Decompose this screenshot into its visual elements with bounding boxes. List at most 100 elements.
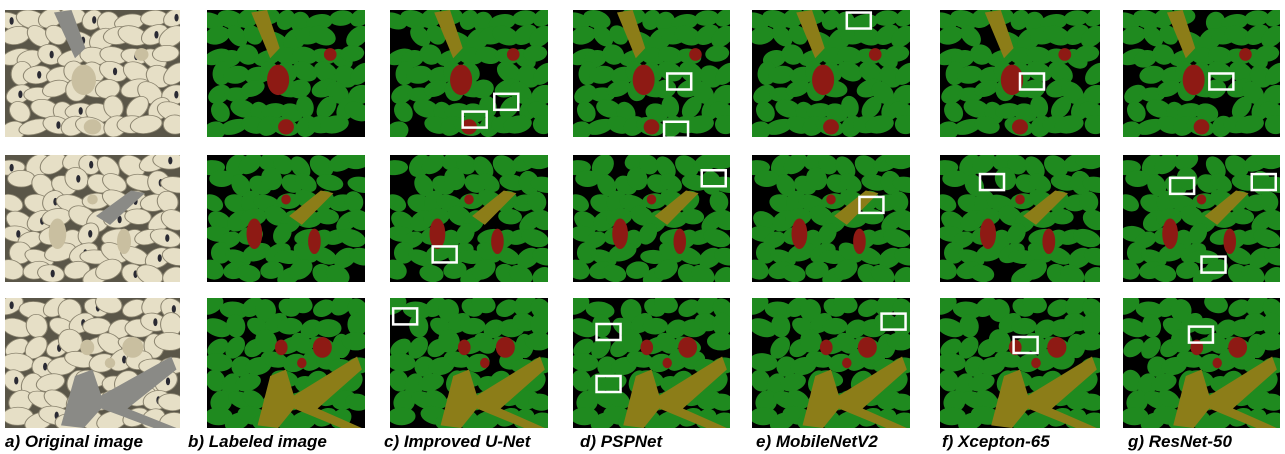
hilum [165, 234, 169, 242]
defect-mask [491, 229, 504, 254]
defect-mask [689, 48, 702, 61]
segmentation-image [929, 147, 1114, 289]
hilum [158, 254, 162, 262]
hilum [43, 363, 47, 371]
defect-mask [1194, 119, 1210, 134]
damaged-bean [134, 48, 148, 61]
defect-mask [1162, 219, 1178, 249]
defect-mask [826, 194, 835, 204]
defect-mask [1012, 119, 1028, 134]
segmentation-image [928, 290, 1110, 435]
caption: f) Xcepton-65 [942, 432, 1050, 451]
hilum [10, 164, 14, 172]
defect-mask [647, 194, 656, 204]
segmentation-image [928, 5, 1112, 143]
damaged-bean [72, 65, 97, 95]
caption: c) Improved U-Net [384, 432, 532, 451]
hilum [92, 16, 96, 24]
defect-mask [450, 65, 472, 95]
hilum [174, 14, 178, 22]
segmentation-image [195, 290, 372, 435]
segmentation-image [741, 147, 924, 289]
defect-mask [480, 358, 489, 368]
image-content [378, 290, 557, 434]
defect-mask [1228, 337, 1247, 358]
hilum [56, 121, 60, 129]
caption: d) PSPNet [580, 432, 664, 451]
image-content [195, 290, 372, 435]
segmentation-image [740, 290, 919, 435]
defect-mask [324, 48, 337, 61]
segmentation-image [1111, 290, 1285, 435]
seed-mask [575, 170, 600, 187]
original-image [0, 147, 195, 289]
damaged-bean [122, 337, 143, 358]
hilum [88, 230, 92, 238]
segmentation-image [196, 147, 379, 289]
hilum [79, 107, 83, 115]
segmentation-image [195, 5, 376, 143]
defect-mask [297, 358, 306, 368]
defect-mask [267, 65, 289, 95]
defect-mask [980, 219, 996, 249]
hilum [172, 305, 176, 313]
seed-mask [1125, 170, 1150, 187]
segmentation-image [1112, 147, 1285, 289]
defect-mask [869, 48, 882, 61]
image-content [0, 290, 190, 435]
hilum [113, 68, 117, 76]
defect-mask [1239, 48, 1252, 61]
defect-mask [313, 337, 332, 358]
damaged-bean [117, 229, 131, 254]
defect-mask [1042, 229, 1055, 254]
defect-mask [1212, 358, 1221, 368]
hilum [89, 161, 93, 169]
original-image [0, 290, 190, 435]
defect-mask [612, 219, 628, 249]
defect-mask [458, 340, 471, 356]
defect-mask [644, 119, 660, 134]
damaged-bean [87, 194, 97, 204]
damaged-bean [105, 358, 116, 368]
caption: b) Labeled image [188, 432, 327, 451]
defect-mask [842, 358, 851, 368]
defect-mask [792, 219, 808, 249]
defect-mask [430, 219, 446, 249]
figure: a) Original imageb) Labeled imagec) Impr… [0, 0, 1285, 454]
image-content [740, 290, 919, 435]
defect-mask [633, 65, 655, 95]
damaged-bean [49, 219, 67, 249]
defect-mask [673, 229, 686, 254]
defect-mask [275, 340, 288, 356]
hilum [51, 270, 55, 278]
defect-mask [507, 48, 520, 61]
defect-mask [1015, 194, 1025, 204]
hilum [168, 157, 172, 165]
hilum [18, 91, 22, 99]
damaged-bean [84, 119, 102, 134]
image-content [0, 5, 193, 143]
defect-mask [278, 119, 294, 134]
defect-mask [247, 219, 263, 249]
defect-mask [678, 337, 697, 358]
hilum [14, 377, 18, 385]
soybean [7, 170, 35, 187]
hilum [154, 31, 158, 39]
hilum [153, 318, 157, 326]
hilum [166, 377, 170, 385]
defect-mask [496, 337, 515, 358]
segmentation-image [378, 290, 557, 434]
caption: g) ResNet-50 [1127, 432, 1232, 451]
hilum [76, 175, 80, 183]
defect-mask [662, 358, 671, 368]
image-content [561, 290, 739, 435]
defect-mask [812, 65, 834, 95]
defect-mask [1223, 229, 1236, 254]
seed-mask [209, 170, 234, 187]
segmentation-image [562, 147, 743, 289]
defect-mask [820, 340, 833, 356]
hilum [50, 51, 54, 59]
caption: e) MobileNetV2 [756, 432, 878, 451]
hilum [37, 71, 41, 79]
defect-mask [464, 194, 473, 204]
